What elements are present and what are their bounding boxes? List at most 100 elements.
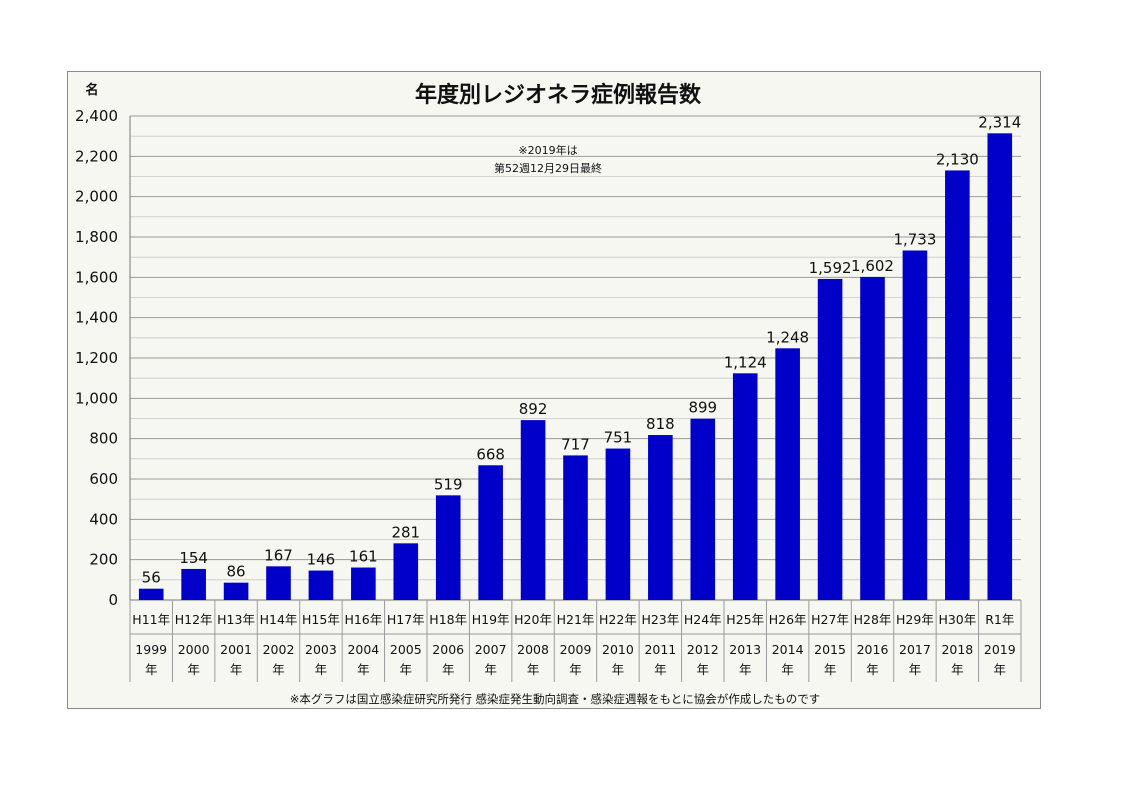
x-category-label: H27年 xyxy=(811,612,849,627)
bar xyxy=(732,373,758,600)
data-label: 56 xyxy=(142,569,161,587)
x-category-label: H15年 xyxy=(302,612,340,627)
x-year-suffix: 年 xyxy=(612,662,625,677)
bar xyxy=(987,133,1013,601)
x-year-label: 2004 xyxy=(347,642,379,657)
x-year-suffix: 年 xyxy=(484,662,497,677)
y-tick-label: 1,400 xyxy=(75,309,118,327)
x-year-label: 2001 xyxy=(220,642,252,657)
x-year-label: 2016 xyxy=(857,642,889,657)
x-year-label: 2007 xyxy=(475,642,507,657)
x-category-label: H21年 xyxy=(557,612,595,627)
data-label: 1,248 xyxy=(766,328,809,346)
footnote: ※本グラフは国立感染症研究所発行 感染症発生動向調査・感染症週報をもとに協会が作… xyxy=(290,692,821,706)
x-category-label: H18年 xyxy=(429,612,467,627)
bar xyxy=(902,250,928,601)
data-label: 1,124 xyxy=(724,353,767,371)
data-label: 167 xyxy=(264,546,293,564)
y-tick-label: 800 xyxy=(89,430,118,448)
x-year-label: 2019 xyxy=(984,642,1016,657)
data-label: 1,602 xyxy=(851,257,894,275)
data-label: 668 xyxy=(476,445,505,463)
y-tick-label: 2,400 xyxy=(75,107,118,125)
data-label: 818 xyxy=(646,415,675,433)
bar xyxy=(520,420,546,600)
data-label: 86 xyxy=(227,563,246,581)
x-year-label: 2000 xyxy=(178,642,210,657)
data-label: 751 xyxy=(604,429,633,447)
x-category-label: H24年 xyxy=(684,612,722,627)
chart-frame: 年度別レジオネラ症例報告数 名 ※2019年は 第52週12月29日最終 ※本グ… xyxy=(67,71,1041,709)
data-label: 154 xyxy=(179,549,208,567)
x-year-suffix: 年 xyxy=(187,662,200,677)
x-year-suffix: 年 xyxy=(951,662,964,677)
x-year-suffix: 年 xyxy=(230,662,243,677)
x-year-suffix: 年 xyxy=(739,662,752,677)
x-year-suffix: 年 xyxy=(400,662,413,677)
x-category-label: H20年 xyxy=(514,612,552,627)
x-year-suffix: 年 xyxy=(145,662,158,677)
x-category-label: H11年 xyxy=(132,612,170,627)
x-category-label: H26年 xyxy=(769,612,807,627)
bar xyxy=(605,448,631,600)
bar-chart: 年度別レジオネラ症例報告数 名 ※2019年は 第52週12月29日最終 ※本グ… xyxy=(75,82,1022,706)
y-tick-label: 200 xyxy=(89,551,118,569)
y-tick-label: 600 xyxy=(89,470,118,488)
data-label: 281 xyxy=(391,523,420,541)
chart-title: 年度別レジオネラ症例報告数 xyxy=(415,82,702,108)
y-tick-label: 1,800 xyxy=(75,228,118,246)
x-year-suffix: 年 xyxy=(357,662,370,677)
bar xyxy=(393,543,419,600)
x-year-label: 2013 xyxy=(729,642,761,657)
x-year-label: 2009 xyxy=(560,642,592,657)
x-year-label: 2014 xyxy=(772,642,804,657)
data-label: 892 xyxy=(519,400,548,418)
bar xyxy=(945,170,970,600)
x-year-label: 2017 xyxy=(899,642,931,657)
data-label: 717 xyxy=(561,435,590,453)
x-year-suffix: 年 xyxy=(697,662,710,677)
x-category-label: R1年 xyxy=(985,612,1014,627)
bar xyxy=(563,455,588,600)
y-tick-label: 400 xyxy=(89,510,118,528)
x-year-suffix: 年 xyxy=(527,662,540,677)
data-label: 2,130 xyxy=(936,150,979,168)
bar xyxy=(817,278,843,600)
x-category-label: H13年 xyxy=(217,612,255,627)
annotation-line-2: 第52週12月29日最終 xyxy=(494,161,602,175)
x-year-label: 2011 xyxy=(644,642,676,657)
x-category-label: H16年 xyxy=(344,612,382,627)
x-category-label: H14年 xyxy=(260,612,298,627)
x-year-suffix: 年 xyxy=(315,662,328,677)
x-year-suffix: 年 xyxy=(994,662,1007,677)
x-year-label: 2005 xyxy=(390,642,422,657)
x-category-label: H17年 xyxy=(387,612,425,627)
bar xyxy=(138,588,164,600)
x-category-label: H28年 xyxy=(854,612,892,627)
y-unit-label: 名 xyxy=(85,82,98,98)
data-label: 1,733 xyxy=(893,231,936,249)
data-label: 161 xyxy=(349,548,378,566)
bar xyxy=(648,435,673,600)
x-year-suffix: 年 xyxy=(442,662,455,677)
data-label: 2,314 xyxy=(978,113,1021,131)
bar xyxy=(266,566,291,600)
bar xyxy=(181,568,206,600)
x-year-label: 1999 xyxy=(135,642,167,657)
x-category-label: H30年 xyxy=(938,612,976,627)
bar xyxy=(478,465,503,600)
data-label: 519 xyxy=(434,475,463,493)
y-tick-label: 0 xyxy=(108,591,118,609)
x-year-label: 2003 xyxy=(305,642,337,657)
x-category-label: H19年 xyxy=(472,612,510,627)
x-category-label: H25年 xyxy=(726,612,764,627)
x-year-label: 2012 xyxy=(687,642,719,657)
y-tick-label: 1,600 xyxy=(75,268,118,286)
x-category-label: H23年 xyxy=(641,612,679,627)
x-year-label: 2002 xyxy=(263,642,295,657)
bar xyxy=(223,582,249,600)
x-category-label: H22年 xyxy=(599,612,637,627)
data-label: 146 xyxy=(307,551,336,569)
bar xyxy=(690,418,716,600)
bar xyxy=(351,567,376,600)
